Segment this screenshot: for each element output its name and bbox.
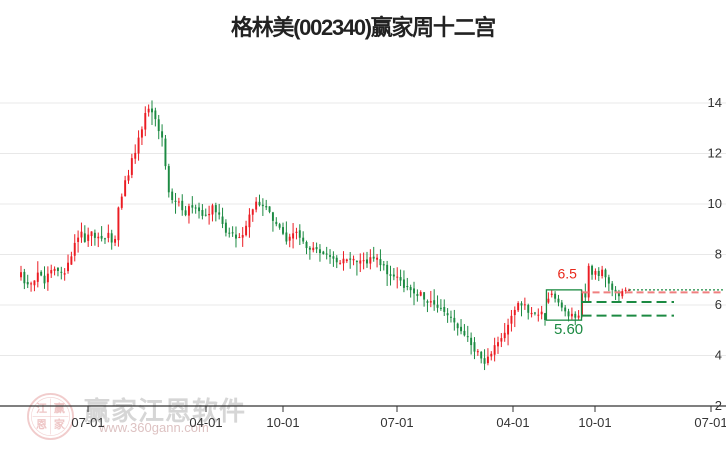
svg-text:8: 8 bbox=[715, 247, 722, 262]
svg-text:04-01: 04-01 bbox=[189, 415, 222, 430]
svg-text:5.60: 5.60 bbox=[554, 321, 583, 338]
svg-text:12: 12 bbox=[708, 146, 722, 161]
svg-text:2: 2 bbox=[715, 398, 722, 413]
svg-text:14: 14 bbox=[708, 95, 722, 110]
svg-text:6.5: 6.5 bbox=[558, 266, 578, 282]
svg-text:07-01: 07-01 bbox=[380, 415, 413, 430]
svg-text:10: 10 bbox=[708, 196, 722, 211]
svg-text:4: 4 bbox=[715, 348, 722, 363]
svg-text:10-01: 10-01 bbox=[266, 415, 299, 430]
svg-text:07-01: 07-01 bbox=[71, 415, 104, 430]
svg-text:07-01: 07-01 bbox=[694, 415, 726, 430]
svg-text:6: 6 bbox=[715, 297, 722, 312]
svg-text:04-01: 04-01 bbox=[496, 415, 529, 430]
svg-text:10-01: 10-01 bbox=[578, 415, 611, 430]
